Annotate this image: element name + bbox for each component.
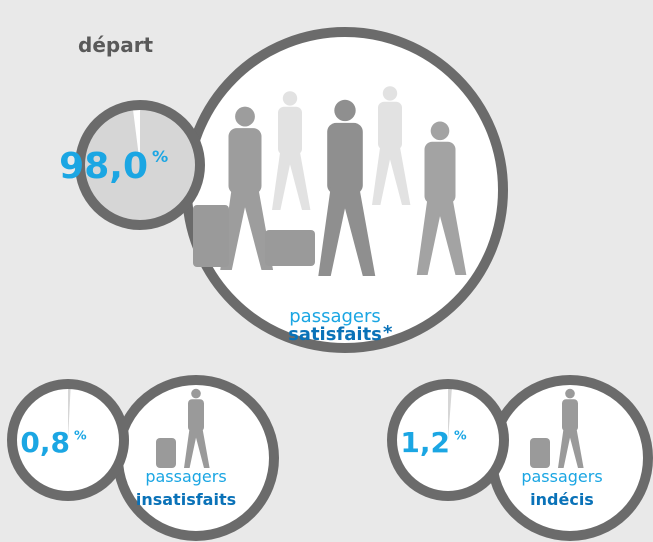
percent-sector (80, 105, 200, 225)
body (562, 399, 578, 432)
percent-unit: % (152, 147, 168, 166)
silhouette (416, 121, 467, 275)
head (430, 121, 450, 141)
suitcase (156, 438, 176, 468)
body (424, 141, 456, 204)
small-circle-ring (75, 100, 205, 230)
label-line1: passagers (289, 306, 381, 327)
silhouette (318, 99, 376, 276)
silhouette (558, 388, 584, 468)
percent-value: 0,8 (20, 426, 70, 459)
head (382, 86, 398, 101)
legs (318, 187, 376, 276)
silhouette (220, 106, 274, 270)
head (565, 388, 575, 399)
silhouette (272, 91, 311, 210)
small-circle-ring (387, 379, 509, 501)
small-circle-ring (7, 379, 129, 501)
body (278, 106, 302, 155)
head (282, 91, 298, 106)
percent-unit: % (454, 427, 467, 442)
body (228, 128, 262, 195)
legs (272, 150, 311, 210)
head (191, 388, 201, 399)
label-line2: indécis (530, 490, 594, 509)
legs (558, 428, 584, 468)
silhouette (184, 388, 210, 468)
percent-sector (68, 384, 71, 440)
label-line2: satisfaits (288, 324, 382, 345)
percent-value: 98,0 (59, 146, 148, 187)
title: départ (78, 33, 154, 57)
head (235, 106, 255, 127)
footnote-mark: * (383, 322, 393, 343)
suitcase (530, 438, 550, 468)
percent-unit: % (74, 427, 87, 442)
body (188, 399, 204, 432)
suitcase (265, 230, 315, 266)
percent-value: 1,2 (400, 426, 450, 459)
suitcase (193, 205, 229, 267)
legs (372, 145, 411, 205)
body (327, 122, 363, 195)
label-line1: passagers (521, 467, 602, 486)
legs (416, 197, 467, 275)
legs (184, 428, 210, 468)
percent-sector (448, 384, 453, 440)
silhouette (372, 86, 411, 205)
body (378, 101, 402, 150)
legs (220, 187, 274, 270)
label-line2: insatisfaits (136, 490, 236, 509)
head (334, 99, 356, 122)
label-line1: passagers (145, 467, 226, 486)
